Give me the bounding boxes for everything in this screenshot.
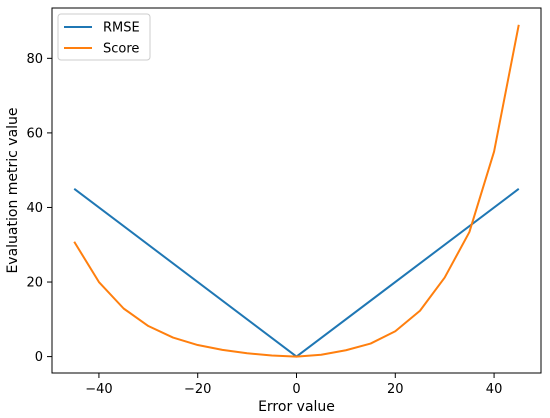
legend-label-rmse: RMSE xyxy=(103,21,140,36)
legend: RMSE Score xyxy=(57,13,151,61)
y-tick-label: 20 xyxy=(26,276,43,291)
x-tick-label: −40 xyxy=(85,382,112,397)
y-tick-label: 40 xyxy=(26,201,43,216)
y-tick-label: 60 xyxy=(26,126,43,141)
plot-area xyxy=(52,8,541,373)
y-tick-label: 0 xyxy=(35,350,43,365)
x-tick-label: 0 xyxy=(292,382,300,397)
y-axis-ticks: 0 20 40 60 80 xyxy=(26,52,52,365)
x-tick-label: 20 xyxy=(387,382,404,397)
series-line-score xyxy=(73,24,520,358)
x-axis-label: Error value xyxy=(258,399,335,415)
legend-label-score: Score xyxy=(103,42,139,57)
x-axis-ticks: −40 −20 0 20 40 xyxy=(85,373,502,397)
x-tick-label: 40 xyxy=(486,382,503,397)
series-layer xyxy=(73,24,520,358)
y-tick-label: 80 xyxy=(26,52,43,67)
x-tick-label: −20 xyxy=(184,382,211,397)
y-axis-label: Evaluation metric value xyxy=(5,107,21,273)
